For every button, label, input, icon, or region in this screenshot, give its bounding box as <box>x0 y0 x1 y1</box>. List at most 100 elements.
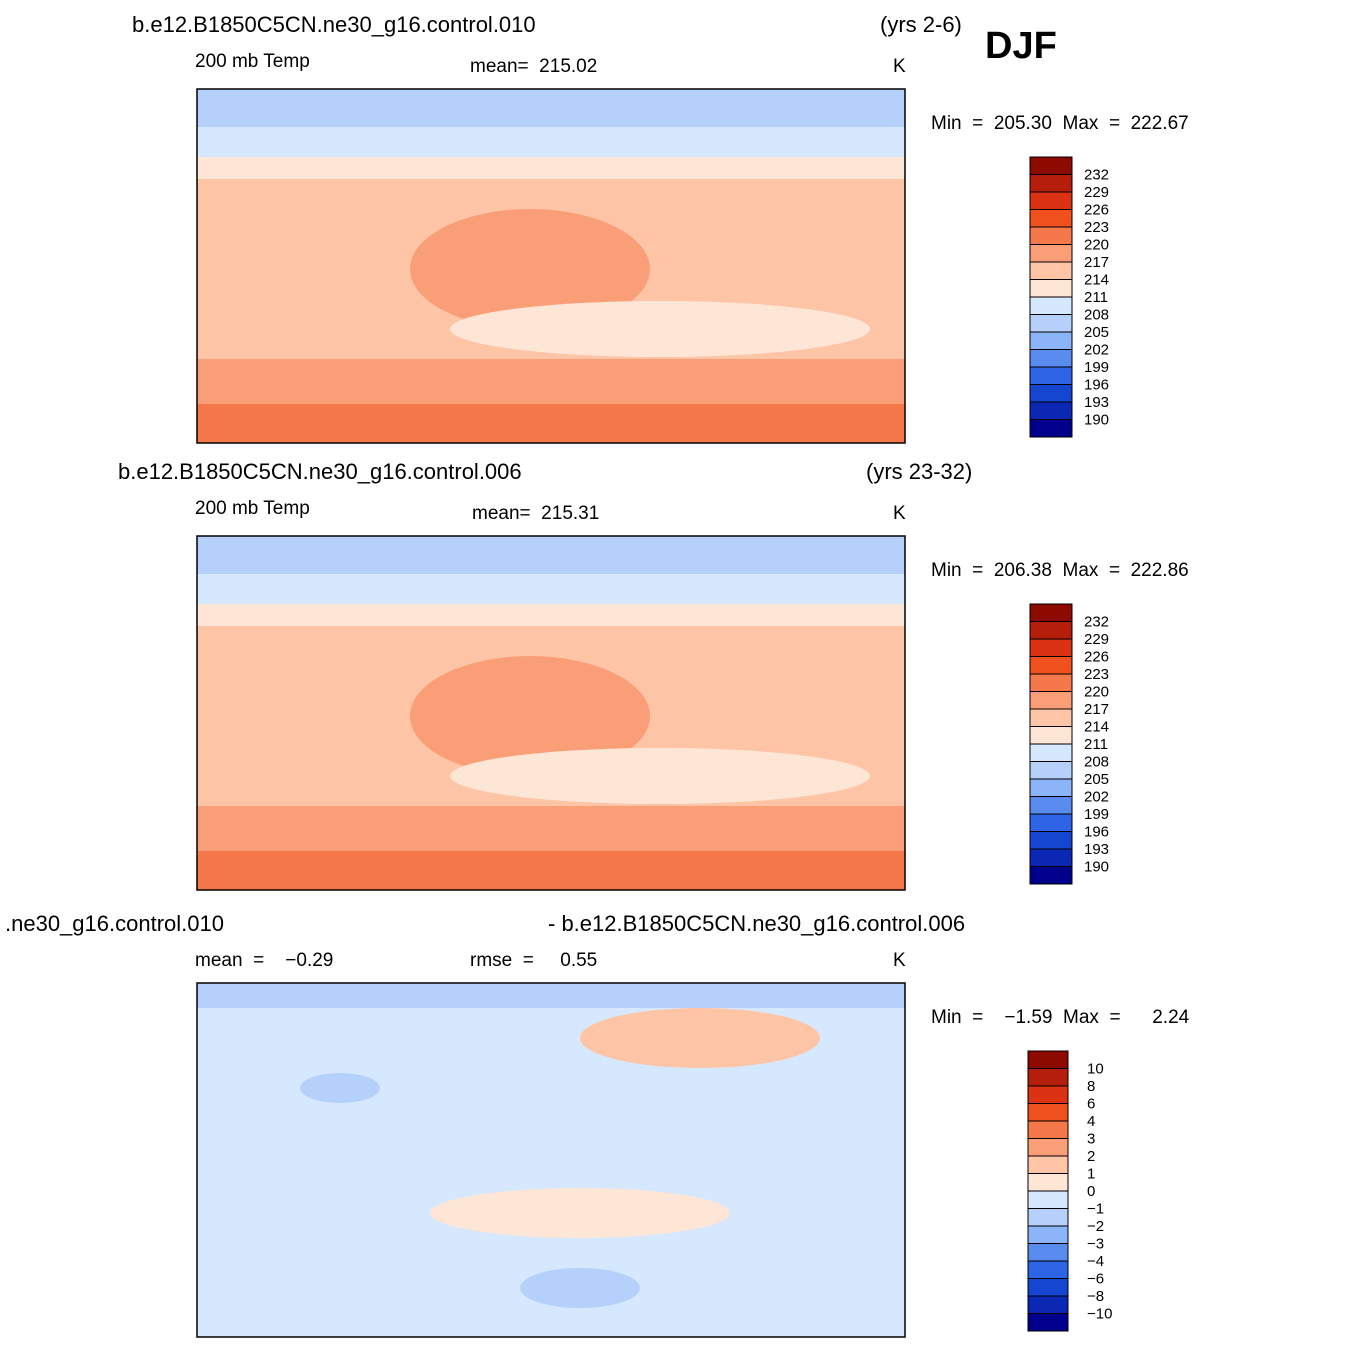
colorbar-label: 214 <box>1084 719 1109 736</box>
colorbar-label: 220 <box>1084 237 1109 254</box>
colorbar-box <box>1027 1313 1069 1332</box>
colorbar-label: 199 <box>1084 806 1109 823</box>
field-label: mean = −0.29 <box>195 950 333 971</box>
panel-title: .ne30_g16.control.010 <box>5 911 224 936</box>
colorbar-label: 229 <box>1084 631 1109 648</box>
colorbar-label: 229 <box>1084 184 1109 201</box>
units-label: K <box>893 503 906 524</box>
colorbar-box <box>1029 279 1073 298</box>
map-band <box>197 574 905 604</box>
map-band <box>197 127 905 157</box>
colorbar-label: 6 <box>1087 1096 1095 1113</box>
colorbar-label: 205 <box>1084 324 1109 341</box>
colorbar-box <box>1027 1085 1069 1104</box>
colorbar-label: 223 <box>1084 219 1109 236</box>
minmax-label: Min = −1.59 Max = 2.24 <box>931 1007 1190 1028</box>
map-band <box>197 404 905 443</box>
map-blob <box>520 1268 640 1308</box>
minmax-label: Min = 206.38 Max = 222.86 <box>931 560 1189 581</box>
colorbar-box <box>1029 656 1073 675</box>
colorbar-box <box>1029 261 1073 280</box>
colorbar-box <box>1029 761 1073 780</box>
panel-period: - b.e12.B1850C5CN.ne30_g16.control.006 <box>548 911 965 936</box>
colorbar-label: −2 <box>1087 1218 1104 1235</box>
colorbar-box <box>1027 1260 1069 1279</box>
map-frame <box>196 535 906 891</box>
colorbar-box <box>1027 1243 1069 1262</box>
colorbar-box <box>1029 226 1073 245</box>
colorbar-box <box>1029 314 1073 333</box>
map-band <box>197 89 905 127</box>
map-band <box>197 157 905 179</box>
panel-period: (yrs 23-32) <box>866 459 972 484</box>
colorbar-box <box>1029 796 1073 815</box>
colorbar-label: 232 <box>1084 614 1109 631</box>
colorbar-box <box>1029 244 1073 263</box>
colorbar-box <box>1027 1295 1069 1314</box>
colorbar-label: 3 <box>1087 1131 1095 1148</box>
colorbar-box <box>1029 209 1073 228</box>
colorbar-box <box>1027 1173 1069 1192</box>
colorbar-box <box>1029 191 1073 210</box>
map-blob <box>410 656 650 776</box>
colorbar-label: 232 <box>1084 167 1109 184</box>
colorbar-label: 223 <box>1084 666 1109 683</box>
colorbar-label: 193 <box>1084 841 1109 858</box>
field-label: 200 mb Temp <box>195 51 310 72</box>
colorbar-label: 8 <box>1087 1078 1095 1095</box>
colorbar-label: 205 <box>1084 771 1109 788</box>
colorbar-box <box>1029 384 1073 403</box>
colorbar-label: 226 <box>1084 649 1109 666</box>
colorbar-label: 202 <box>1084 342 1109 359</box>
colorbar-box <box>1029 419 1073 438</box>
colorbar-label: −1 <box>1087 1201 1104 1218</box>
units-label: K <box>893 950 906 971</box>
colorbar-label: 190 <box>1084 412 1109 429</box>
colorbar-box <box>1029 401 1073 420</box>
colorbar-box <box>1029 726 1073 745</box>
colorbar-box <box>1027 1138 1069 1157</box>
colorbar-box <box>1029 296 1073 315</box>
colorbar-label: 4 <box>1087 1113 1095 1130</box>
season-label: DJF <box>985 25 1057 67</box>
colorbar-box <box>1029 638 1073 657</box>
colorbar-box <box>1029 691 1073 710</box>
colorbar-box <box>1027 1120 1069 1139</box>
colorbar-box <box>1027 1278 1069 1297</box>
colorbar-label: 211 <box>1084 736 1108 753</box>
colorbar-box <box>1029 743 1073 762</box>
map-blob <box>450 748 870 804</box>
colorbar-label: 217 <box>1084 254 1109 271</box>
map-frame <box>196 982 906 1338</box>
map-band <box>197 604 905 626</box>
colorbar-box <box>1029 174 1073 193</box>
colorbar-label: 196 <box>1084 824 1109 841</box>
map-band <box>197 983 905 1008</box>
colorbar-label: 196 <box>1084 377 1109 394</box>
colorbar-box <box>1027 1190 1069 1209</box>
colorbar-box <box>1029 848 1073 867</box>
colorbar-label: 190 <box>1084 859 1109 876</box>
colorbar-label: 217 <box>1084 701 1109 718</box>
colorbar-label: 193 <box>1084 394 1109 411</box>
colorbar-box <box>1027 1208 1069 1227</box>
stat-label: mean= 215.02 <box>470 56 597 77</box>
map-blob <box>450 301 870 357</box>
units-label: K <box>893 56 906 77</box>
colorbar-label: −10 <box>1087 1306 1112 1323</box>
colorbar-label: 226 <box>1084 202 1109 219</box>
colorbar-label: −3 <box>1087 1236 1104 1253</box>
map-frame <box>196 88 906 444</box>
colorbar-label: −6 <box>1087 1271 1104 1288</box>
colorbar-label: 199 <box>1084 359 1109 376</box>
stat-label: mean= 215.31 <box>472 503 599 524</box>
colorbar-label: 202 <box>1084 789 1109 806</box>
colorbar-box <box>1027 1050 1069 1069</box>
colorbar-label: 208 <box>1084 307 1109 324</box>
colorbar-box <box>1027 1068 1069 1087</box>
stat-label: rmse = 0.55 <box>470 950 597 971</box>
map-blob <box>300 1073 380 1103</box>
colorbar-box <box>1029 603 1073 622</box>
map-band <box>197 536 905 574</box>
